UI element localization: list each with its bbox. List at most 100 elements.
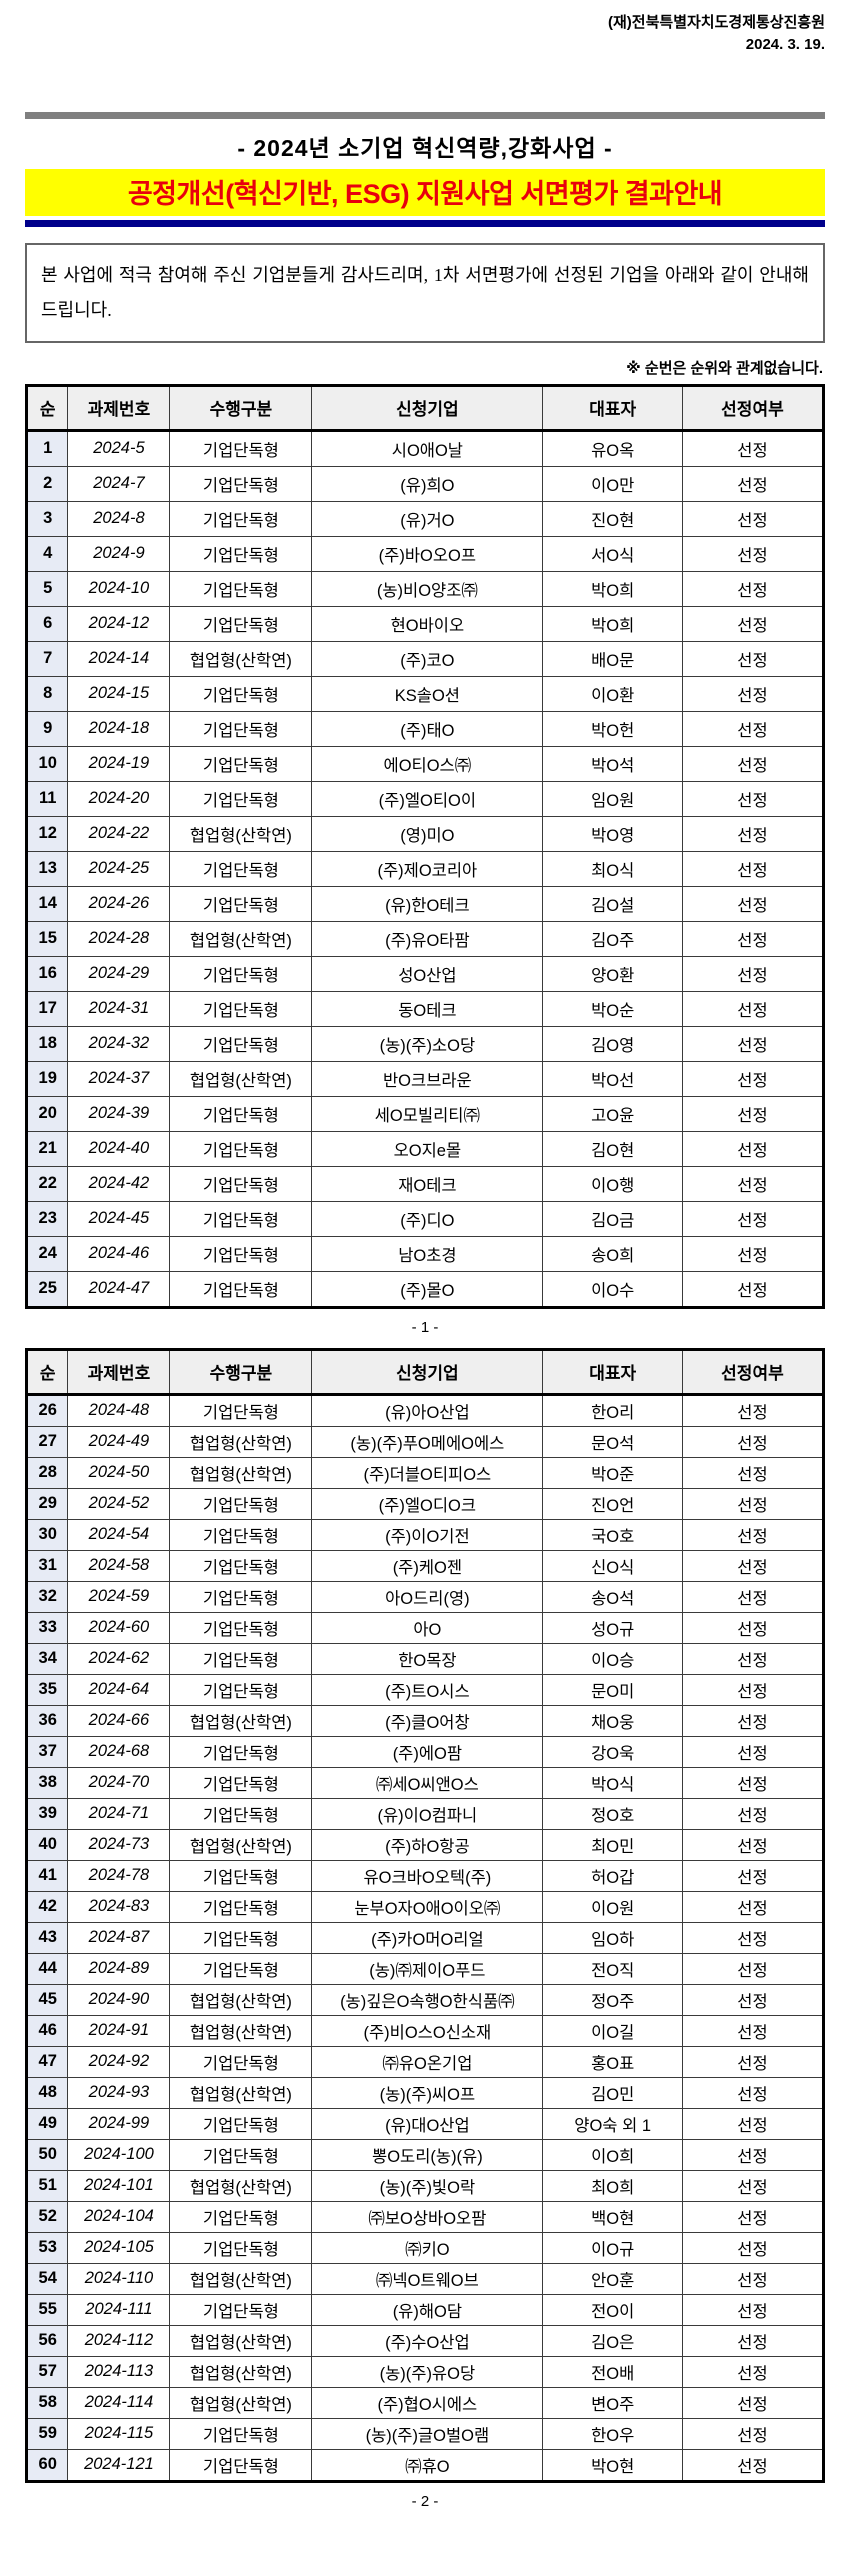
table-row: 45 2024-90 협업형(산학연) (농)깊은O속행O한식품㈜ 정O주 선정 (25, 1983, 825, 2016)
cell-type: 기업단독형 (169, 1611, 313, 1644)
cell-type: 기업단독형 (169, 2045, 313, 2078)
cell-code: 2024-50 (67, 1456, 171, 1489)
cell-no: 2 (25, 465, 69, 502)
cell-no: 40 (25, 1828, 69, 1861)
org-name: (재)전북특별자치도경제통상진흥원 (608, 14, 825, 31)
cell-no: 38 (25, 1766, 69, 1799)
table-row: 22 2024-42 기업단독형 재O테크 이O행 선정 (25, 1165, 825, 1202)
cell-status: 선정 (681, 2107, 825, 2140)
title-block: - 2024년 소기업 혁신역량,강화사업 - 공정개선(혁신기반, ESG) … (25, 111, 825, 227)
cell-code: 2024-112 (67, 2324, 171, 2357)
cell-no: 26 (25, 1393, 69, 1427)
col-header-code: 과제번호 (67, 384, 171, 432)
cell-ceo: 박O식 (542, 1766, 683, 1799)
cell-ceo: 임O원 (542, 780, 683, 817)
table-row: 53 2024-105 기업단독형 ㈜키O 이O규 선정 (25, 2231, 825, 2264)
cell-status: 선정 (681, 429, 825, 467)
table-row: 34 2024-62 기업단독형 한O목장 이O승 선정 (25, 1642, 825, 1675)
cell-no: 16 (25, 955, 69, 992)
table-row: 25 2024-47 기업단독형 (주)몰O 이O수 선정 (25, 1270, 825, 1308)
cell-ceo: 안O훈 (542, 2262, 683, 2295)
table-row: 51 2024-101 협업형(산학연) (농)(주)빛O락 최O희 선정 (25, 2169, 825, 2202)
table-row: 60 2024-121 기업단독형 ㈜휴O 박O현 선정 (25, 2448, 825, 2482)
cell-type: 기업단독형 (169, 1130, 313, 1167)
cell-status: 선정 (681, 2262, 825, 2295)
table-row: 10 2024-19 기업단독형 에O티O스㈜ 박O석 선정 (25, 745, 825, 782)
cell-company: KS솔O션 (311, 675, 544, 712)
cell-type: 기업단독형 (169, 1393, 313, 1427)
table-row: 46 2024-91 협업형(산학연) (주)비O스O신소재 이O길 선정 (25, 2014, 825, 2047)
cell-status: 선정 (681, 1425, 825, 1458)
cell-ceo: 성O규 (542, 1611, 683, 1644)
cell-ceo: 최O민 (542, 1828, 683, 1861)
table-row: 3 2024-8 기업단독형 (유)거O 진O현 선정 (25, 500, 825, 537)
cell-no: 35 (25, 1673, 69, 1706)
cell-code: 2024-19 (67, 745, 171, 782)
cell-status: 선정 (681, 2200, 825, 2233)
cell-code: 2024-12 (67, 605, 171, 642)
table-row: 24 2024-46 기업단독형 남O초경 송O희 선정 (25, 1235, 825, 1272)
cell-code: 2024-10 (67, 570, 171, 607)
cell-company: (주)비O스O신소재 (311, 2014, 544, 2047)
cell-ceo: 배O문 (542, 640, 683, 677)
cell-no: 10 (25, 745, 69, 782)
cell-company: ㈜세O씨앤O스 (311, 1766, 544, 1799)
order-note: ※ 순번은 순위와 관계없습니다. (626, 359, 823, 377)
cell-company: (주)제O코리아 (311, 850, 544, 887)
cell-code: 2024-48 (67, 1393, 171, 1427)
cell-ceo: 송O희 (542, 1235, 683, 1272)
cell-company: (주)엘O디O크 (311, 1487, 544, 1520)
cell-ceo: 박O헌 (542, 710, 683, 747)
table-row: 33 2024-60 기업단독형 아O 성O규 선정 (25, 1611, 825, 1644)
table-row: 49 2024-99 기업단독형 (유)대O산업 양O숙 외 1 선정 (25, 2107, 825, 2140)
cell-company: (유)해O담 (311, 2293, 544, 2326)
cell-type: 협업형(산학연) (169, 1425, 313, 1458)
cell-code: 2024-121 (67, 2448, 171, 2482)
cell-code: 2024-83 (67, 1890, 171, 1923)
cell-status: 선정 (681, 2045, 825, 2078)
cell-status: 선정 (681, 1921, 825, 1954)
cell-code: 2024-66 (67, 1704, 171, 1737)
cell-code: 2024-8 (67, 500, 171, 537)
cell-company: 동O테크 (311, 990, 544, 1027)
cell-company: (농)㈜제이O푸드 (311, 1952, 544, 1985)
table-row: 42 2024-83 기업단독형 눈부O자O애O이오㈜ 이O원 선정 (25, 1890, 825, 1923)
cell-no: 43 (25, 1921, 69, 1954)
col-header-company: 신청기업 (311, 1348, 544, 1396)
cell-type: 기업단독형 (169, 1165, 313, 1202)
cell-no: 56 (25, 2324, 69, 2357)
cell-status: 선정 (681, 570, 825, 607)
cell-company: 오O지e몰 (311, 1130, 544, 1167)
cell-type: 기업단독형 (169, 1025, 313, 1062)
cell-type: 기업단독형 (169, 2231, 313, 2264)
cell-company: (주)엘O티O이 (311, 780, 544, 817)
cell-type: 협업형(산학연) (169, 2169, 313, 2202)
table-row: 37 2024-68 기업단독형 (주)에O팜 강O욱 선정 (25, 1735, 825, 1768)
table-header: 순 과제번호 수행구분 신청기업 대표자 선정여부 (25, 384, 825, 432)
cell-code: 2024-14 (67, 640, 171, 677)
cell-status: 선정 (681, 1393, 825, 1427)
cell-company: 뽕O도리(농)(유) (311, 2138, 544, 2171)
cell-type: 기업단독형 (169, 1642, 313, 1675)
cell-type: 기업단독형 (169, 780, 313, 817)
cell-no: 17 (25, 990, 69, 1027)
cell-code: 2024-46 (67, 1235, 171, 1272)
cell-type: 협업형(산학연) (169, 1828, 313, 1861)
cell-status: 선정 (681, 2324, 825, 2357)
table-row: 55 2024-111 기업단독형 (유)해O담 전O이 선정 (25, 2293, 825, 2326)
cell-type: 기업단독형 (169, 1921, 313, 1954)
cell-ceo: 신O식 (542, 1549, 683, 1582)
cell-type: 협업형(산학연) (169, 2262, 313, 2295)
table-row: 9 2024-18 기업단독형 (주)태O 박O헌 선정 (25, 710, 825, 747)
cell-ceo: 김O영 (542, 1025, 683, 1062)
table-row: 39 2024-71 기업단독형 (유)이O컴파니 정O호 선정 (25, 1797, 825, 1830)
cell-no: 13 (25, 850, 69, 887)
cell-code: 2024-105 (67, 2231, 171, 2264)
cell-type: 기업단독형 (169, 1518, 313, 1551)
cell-status: 선정 (681, 1456, 825, 1489)
cell-status: 선정 (681, 2355, 825, 2388)
cell-status: 선정 (681, 1549, 825, 1582)
cell-ceo: 국O호 (542, 1518, 683, 1551)
cell-status: 선정 (681, 465, 825, 502)
